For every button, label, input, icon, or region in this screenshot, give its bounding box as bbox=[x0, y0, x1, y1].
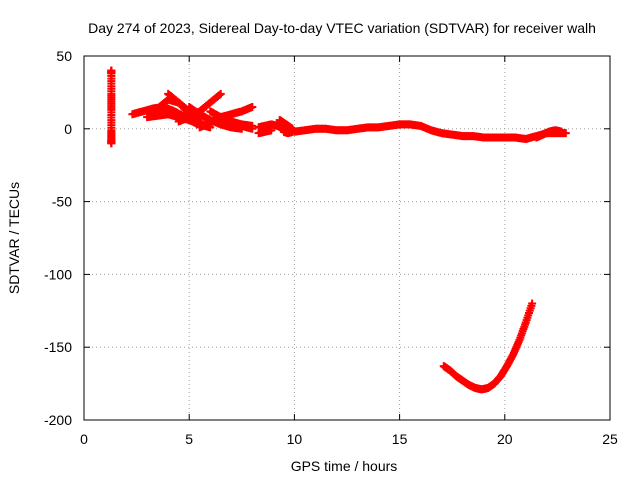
series-main-trend bbox=[290, 120, 570, 143]
data-point bbox=[194, 117, 203, 126]
data-points bbox=[107, 66, 570, 394]
y-tick-label: 0 bbox=[64, 121, 72, 137]
x-tick-label: 25 bbox=[602, 431, 618, 447]
y-tick-label: -150 bbox=[44, 339, 72, 355]
x-tick-label: 15 bbox=[392, 431, 408, 447]
series-late-arc bbox=[439, 299, 537, 394]
series-end-hook bbox=[532, 126, 566, 142]
axis-ticks: 0 5 10 15 20 25 -200 -150 -100 -50 0 50 bbox=[44, 48, 618, 447]
x-tick-label: 0 bbox=[80, 431, 88, 447]
data-point bbox=[561, 129, 570, 138]
x-tick-label: 5 bbox=[185, 431, 193, 447]
data-point bbox=[215, 90, 224, 99]
series-track-K bbox=[254, 126, 276, 138]
data-point bbox=[248, 102, 257, 111]
series-track-G bbox=[195, 102, 257, 132]
data-point bbox=[267, 126, 276, 135]
x-tick-label: 20 bbox=[497, 431, 513, 447]
data-point bbox=[557, 127, 566, 136]
data-point bbox=[248, 124, 257, 133]
data-point bbox=[107, 139, 116, 148]
y-axis-label: SDTVAR / TECUs bbox=[6, 182, 22, 294]
series-track-I bbox=[227, 118, 257, 133]
chart-title: Day 274 of 2023, Sidereal Day-to-day VTE… bbox=[88, 20, 596, 36]
y-tick-label: 50 bbox=[56, 48, 72, 64]
data-point bbox=[216, 89, 225, 98]
plot-frame bbox=[83, 55, 611, 421]
x-axis-label: GPS time / hours bbox=[291, 458, 398, 474]
y-tick-label: -100 bbox=[44, 266, 72, 282]
y-tick-label: -200 bbox=[44, 412, 72, 428]
series-early-spikes bbox=[107, 66, 116, 148]
data-point bbox=[528, 299, 537, 308]
y-tick-label: -50 bbox=[52, 194, 72, 210]
x-tick-label: 10 bbox=[287, 431, 303, 447]
